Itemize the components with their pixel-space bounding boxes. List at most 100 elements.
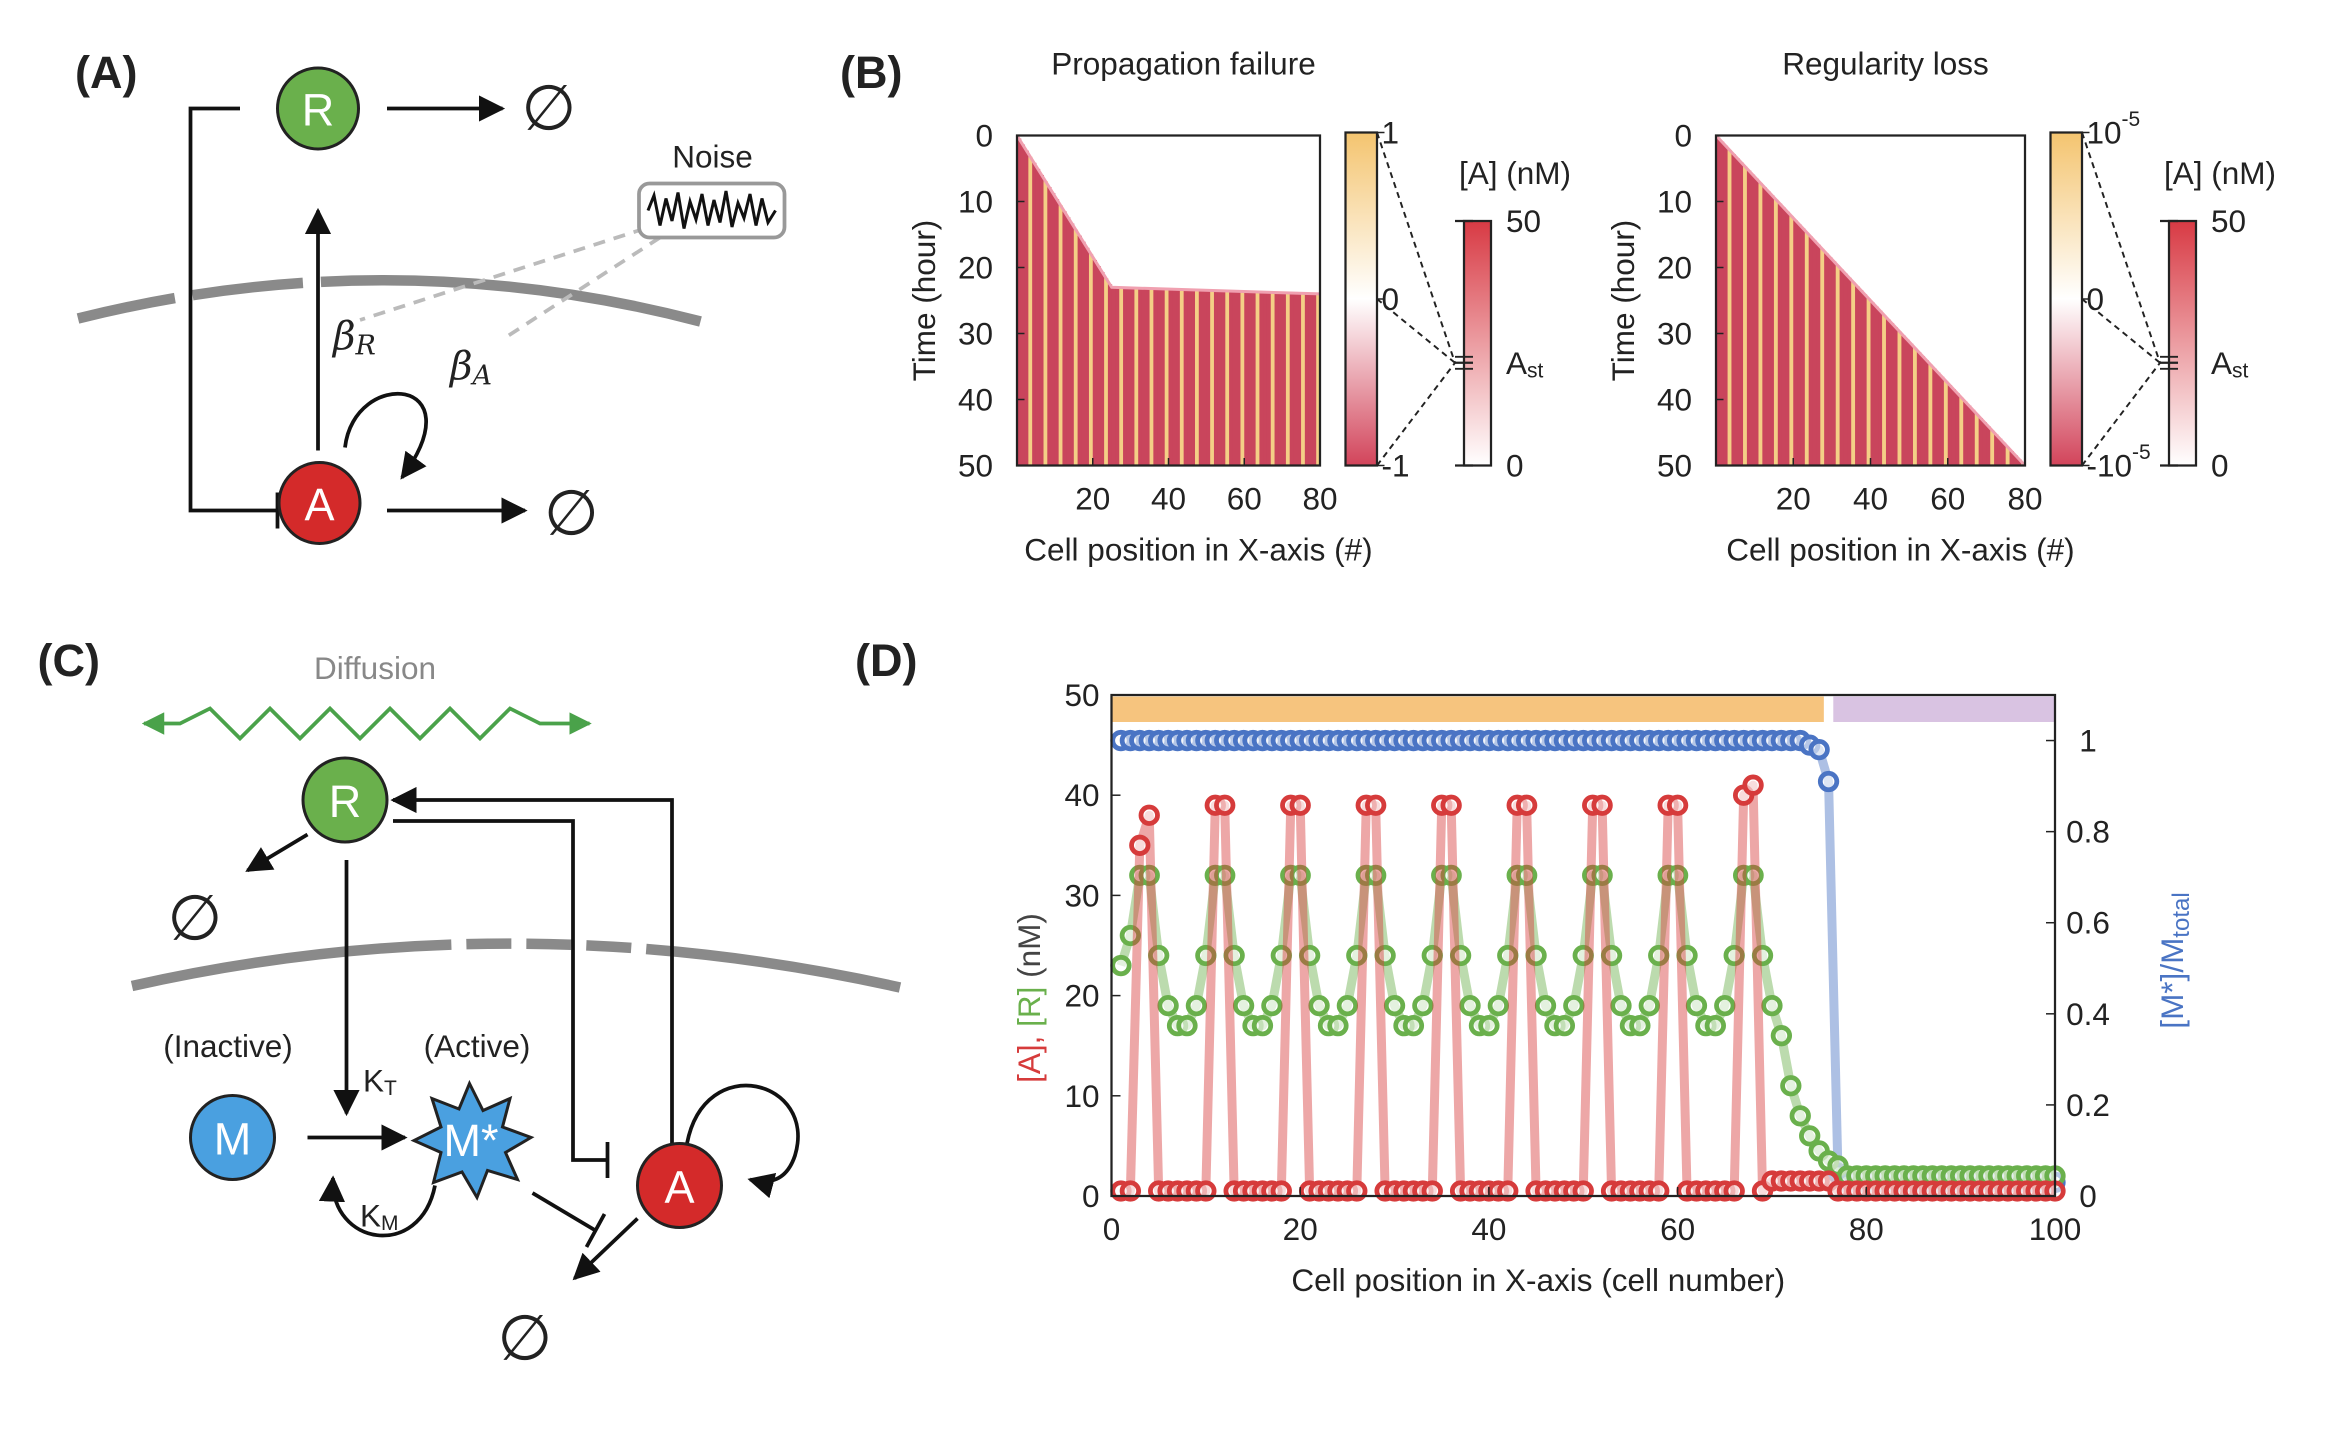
membrane xyxy=(130,938,902,993)
data-point xyxy=(1534,994,1557,1017)
data-point xyxy=(1270,944,1292,967)
panel-label: (D) xyxy=(855,635,917,686)
data-point xyxy=(1336,994,1359,1017)
colorbar-tick-label-main: -10 xyxy=(2087,448,2133,484)
stripe xyxy=(1936,372,1941,466)
stripe xyxy=(1119,287,1124,466)
x-tick-label: 60 xyxy=(1227,481,1262,517)
stripe xyxy=(1259,292,1264,466)
data-point xyxy=(1449,944,1472,967)
data-point xyxy=(1770,1025,1793,1047)
stripe xyxy=(1912,347,1918,466)
arrow xyxy=(572,1217,639,1281)
y-tick-label: 0 xyxy=(1674,118,1692,154)
stripe xyxy=(1947,385,1953,466)
rate-sub: T xyxy=(384,1077,397,1100)
stripe xyxy=(1762,187,1767,466)
stripe xyxy=(1994,434,1999,466)
y-axis-label: Time (hour) xyxy=(906,220,942,382)
y2-tick-label: 0 xyxy=(2079,1178,2097,1214)
node-label: A xyxy=(664,1162,694,1213)
data-point xyxy=(1515,864,1538,887)
stripe xyxy=(1820,248,1825,466)
data-point xyxy=(1383,994,1406,1017)
self-loop xyxy=(685,1083,800,1199)
stripe xyxy=(1232,291,1238,466)
dashed-link xyxy=(359,226,646,322)
stripe xyxy=(1735,158,1740,466)
stripe xyxy=(1986,426,1991,466)
inhibition-bar xyxy=(584,1213,607,1248)
stripe xyxy=(1168,289,1173,466)
stripe xyxy=(1974,413,1980,466)
data-point xyxy=(1591,794,1613,816)
data-point xyxy=(1223,944,1245,967)
stripe xyxy=(1928,364,1933,466)
stripe xyxy=(1100,272,1105,466)
node-label: A xyxy=(304,479,334,530)
stripe xyxy=(1225,290,1230,466)
arrow xyxy=(245,832,309,873)
y-axis-label: Time (hour) xyxy=(1605,220,1641,382)
y-tick-label: 50 xyxy=(1064,677,1099,713)
x-axis-label: Cell position in X-axis (#) xyxy=(1024,532,1372,568)
noise-label: Noise xyxy=(672,139,753,175)
stripe xyxy=(1153,288,1158,466)
node-r xyxy=(301,756,389,844)
dashed-link xyxy=(2081,362,2161,467)
scale-bar xyxy=(1462,219,1493,467)
colorbar-tick-label: 0 xyxy=(2087,281,2105,317)
stripe xyxy=(1270,292,1275,466)
stripe xyxy=(1160,288,1166,466)
data-point xyxy=(1195,944,1217,967)
stripe xyxy=(1766,191,1771,466)
panel-c: (C) Diffusion R M M* A ∅ ∅ (Inactive) (A… xyxy=(38,635,902,1374)
scale-tick-label: 0 xyxy=(2211,448,2229,484)
data-point xyxy=(1110,954,1132,977)
stripe xyxy=(1115,287,1120,466)
stripe xyxy=(1107,284,1113,466)
stripe xyxy=(1210,290,1215,466)
scale-tick-label-main: A xyxy=(2211,345,2232,381)
x-tick-label: 20 xyxy=(1283,1211,1318,1247)
data-point xyxy=(1487,994,1509,1017)
stripe xyxy=(1187,289,1192,466)
panel-label: (C) xyxy=(38,635,100,686)
data-point xyxy=(1261,994,1283,1017)
y-tick-label: 50 xyxy=(1657,448,1692,484)
stripe xyxy=(1727,149,1732,466)
x-tick-label: 40 xyxy=(1853,481,1888,517)
stripe xyxy=(1285,292,1291,466)
data-point xyxy=(1214,794,1236,816)
stripe xyxy=(1847,277,1852,466)
colorbar-tick-label: 1 xyxy=(1382,115,1400,151)
stripe xyxy=(1240,291,1245,466)
y2-tick-label: 0.2 xyxy=(2066,1087,2110,1123)
stripe xyxy=(1990,430,1995,466)
data-point xyxy=(1553,1015,1576,1037)
stripe xyxy=(1897,331,1902,466)
y2-tick-label: 0.4 xyxy=(2066,996,2110,1032)
colorbar-tick-label-main: 10 xyxy=(2087,115,2122,151)
stripe xyxy=(1773,199,1779,466)
data-point xyxy=(1148,944,1170,967)
x-tick-label: 80 xyxy=(1302,481,1337,517)
stripe xyxy=(1943,380,1949,466)
arrow xyxy=(390,786,674,1144)
stripe xyxy=(1793,220,1798,466)
stripe xyxy=(1054,199,1060,466)
stripe xyxy=(1308,293,1313,466)
x-tick-label: 60 xyxy=(1930,481,1965,517)
sink: ∅ xyxy=(168,884,223,954)
stripe xyxy=(1217,290,1222,466)
stripe xyxy=(1781,207,1786,466)
stripe xyxy=(1870,302,1875,466)
state-label: (Active) xyxy=(424,1028,531,1064)
stripe xyxy=(1824,253,1829,466)
rate-label: KM xyxy=(360,1198,399,1235)
stripe xyxy=(1920,356,1926,466)
rate-symbol: K xyxy=(363,1063,384,1099)
stripe xyxy=(1959,397,1964,466)
plot-frame xyxy=(1110,693,2057,1198)
stripe xyxy=(2001,442,2007,466)
